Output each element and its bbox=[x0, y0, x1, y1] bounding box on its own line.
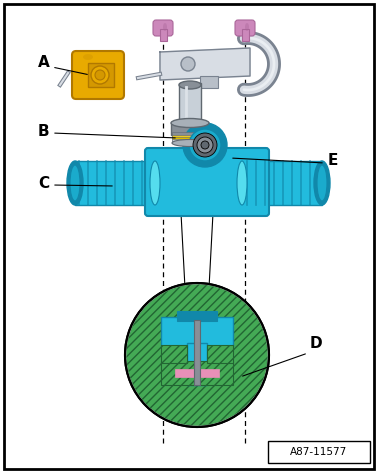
Ellipse shape bbox=[171, 119, 209, 128]
Text: C: C bbox=[38, 176, 49, 191]
Text: A: A bbox=[38, 55, 50, 70]
Bar bbox=[172, 134, 208, 137]
Ellipse shape bbox=[70, 165, 80, 201]
Text: D: D bbox=[310, 336, 323, 351]
Bar bbox=[194, 320, 200, 385]
Ellipse shape bbox=[179, 81, 201, 89]
Text: E: E bbox=[328, 153, 338, 168]
Text: A87-11577: A87-11577 bbox=[290, 447, 348, 457]
Ellipse shape bbox=[150, 161, 160, 205]
Circle shape bbox=[127, 284, 268, 426]
Circle shape bbox=[95, 70, 105, 80]
Bar bbox=[161, 361, 233, 385]
Bar bbox=[75, 161, 155, 205]
Bar bbox=[268, 441, 370, 463]
Ellipse shape bbox=[67, 161, 83, 205]
Circle shape bbox=[91, 66, 109, 84]
Ellipse shape bbox=[245, 23, 249, 31]
FancyBboxPatch shape bbox=[153, 20, 173, 36]
Bar bbox=[207, 345, 233, 363]
Ellipse shape bbox=[172, 140, 208, 147]
Bar bbox=[172, 137, 208, 139]
Bar bbox=[88, 63, 114, 87]
Bar bbox=[179, 83, 201, 125]
Circle shape bbox=[125, 283, 269, 427]
Bar bbox=[172, 140, 208, 143]
Ellipse shape bbox=[163, 23, 167, 31]
Bar bbox=[177, 311, 217, 321]
Bar bbox=[242, 29, 248, 41]
Circle shape bbox=[189, 129, 221, 161]
Bar bbox=[172, 132, 208, 135]
Circle shape bbox=[181, 57, 195, 71]
Bar bbox=[175, 369, 219, 377]
FancyBboxPatch shape bbox=[235, 20, 255, 36]
FancyBboxPatch shape bbox=[145, 148, 269, 216]
Bar bbox=[242, 161, 322, 205]
Bar bbox=[171, 123, 209, 135]
Ellipse shape bbox=[83, 54, 93, 60]
Ellipse shape bbox=[237, 161, 247, 205]
Ellipse shape bbox=[314, 161, 330, 205]
Circle shape bbox=[197, 137, 213, 153]
Bar bbox=[160, 29, 166, 41]
Text: B: B bbox=[38, 124, 50, 139]
Bar bbox=[172, 139, 208, 141]
Bar bbox=[187, 343, 207, 385]
Circle shape bbox=[183, 123, 227, 167]
Bar bbox=[200, 76, 218, 88]
Polygon shape bbox=[160, 48, 250, 80]
Circle shape bbox=[201, 141, 209, 149]
FancyBboxPatch shape bbox=[72, 51, 124, 99]
Bar bbox=[161, 345, 187, 363]
Ellipse shape bbox=[317, 165, 327, 201]
Bar bbox=[161, 317, 233, 347]
Circle shape bbox=[193, 133, 217, 157]
